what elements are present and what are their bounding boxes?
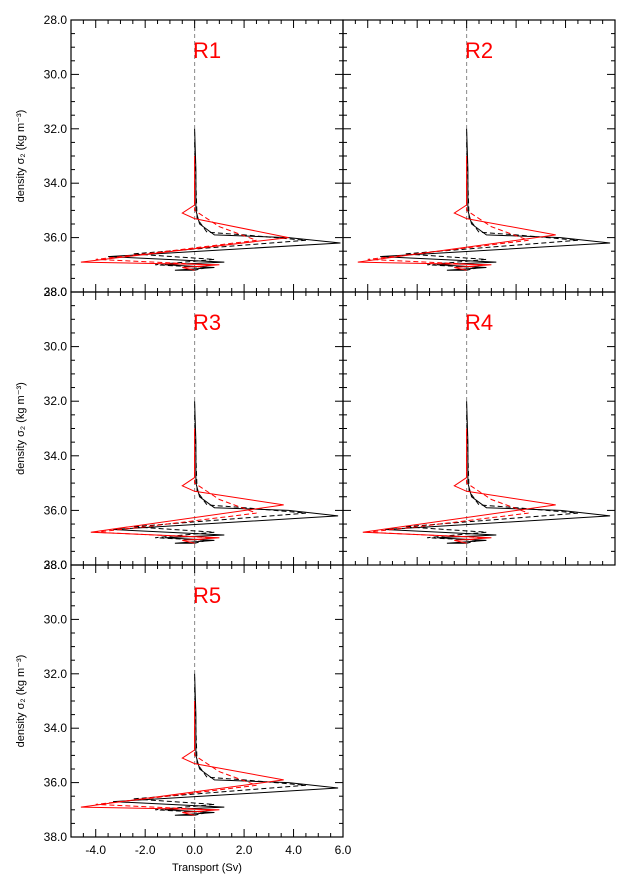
series-red-dashed [95, 183, 257, 268]
panel-r1: 28.0 30.0 32.0 34.0 36.0 38.0 density σ₂ (kg m… [15, 13, 344, 299]
panel-r3: 28.0 30.0 32.0 34.0 36.0 38.0 density σ₂ (kg m… [15, 285, 344, 572]
series-red-dashed [95, 728, 257, 813]
y-tick-label: 28.0 [44, 558, 68, 572]
y-axis-title: density σ₂ (kg m⁻³) [15, 655, 27, 748]
series-red-solid [80, 156, 289, 271]
panels-layer: 28.0 30.0 32.0 34.0 36.0 38.0 density σ₂ (kg m… [15, 13, 616, 874]
series-red-dashed [367, 183, 529, 268]
series-black-solid [108, 128, 341, 271]
panel-title: R5 [193, 583, 221, 608]
series-black-solid [380, 128, 611, 271]
series-black-solid [112, 401, 339, 544]
y-tick-label: 32.0 [44, 667, 68, 681]
x-tick-label: 0.0 [186, 843, 203, 857]
y-tick-label: 32.0 [44, 394, 68, 408]
series-black-dashed [132, 687, 306, 816]
x-tick-label: -2.0 [135, 843, 156, 857]
x-tick-label: 4.0 [285, 843, 302, 857]
y-tick-label: 34.0 [44, 449, 68, 463]
series-black-dashed [404, 414, 578, 544]
series-red-solid [362, 428, 556, 544]
y-tick-label: 36.0 [44, 503, 68, 517]
y-tick-label: 32.0 [44, 122, 68, 136]
panel-r2: R2 [342, 19, 616, 293]
x-tick-label: -4.0 [85, 843, 106, 857]
series-red-solid [90, 428, 284, 544]
x-tick-label: 6.0 [335, 843, 352, 857]
y-tick-label: 38.0 [44, 558, 68, 572]
y-tick-label: 28.0 [44, 13, 68, 27]
panel-r5: 28.0 30.0 32.0 34.0 36.0 38.0 density σ₂ (kg m… [15, 558, 352, 874]
series-black-dashed [132, 142, 306, 271]
series-red-solid [80, 701, 284, 816]
panel-r4: R4 [342, 291, 616, 566]
y-tick-label: 38.0 [44, 830, 68, 844]
x-tick-label: 2.0 [236, 843, 253, 857]
series-red-dashed [95, 455, 257, 541]
y-tick-label: 34.0 [44, 176, 68, 190]
series-black-dashed [132, 414, 306, 544]
y-tick-label: 28.0 [44, 285, 68, 299]
y-tick-label: 34.0 [44, 721, 68, 735]
y-tick-label: 30.0 [44, 612, 68, 626]
series-black-dashed [404, 142, 578, 271]
panel-title: R2 [465, 38, 493, 63]
series-red-solid [357, 156, 556, 271]
panel-title: R3 [193, 310, 221, 335]
panel-title: R4 [465, 310, 493, 335]
y-tick-label: 38.0 [44, 285, 68, 299]
y-tick-label: 30.0 [44, 67, 68, 81]
y-tick-label: 36.0 [44, 776, 68, 790]
y-axis-title: density σ₂ (kg m⁻³) [15, 110, 27, 203]
y-tick-label: 30.0 [44, 340, 68, 354]
panel-title: R1 [193, 38, 221, 63]
series-red-dashed [367, 455, 529, 541]
x-axis-title: Transport (Sv) [172, 862, 242, 874]
y-tick-label: 36.0 [44, 231, 68, 245]
series-black-solid [384, 401, 611, 544]
series-black-solid [112, 673, 339, 816]
y-axis-title: density σ₂ (kg m⁻³) [15, 382, 27, 475]
